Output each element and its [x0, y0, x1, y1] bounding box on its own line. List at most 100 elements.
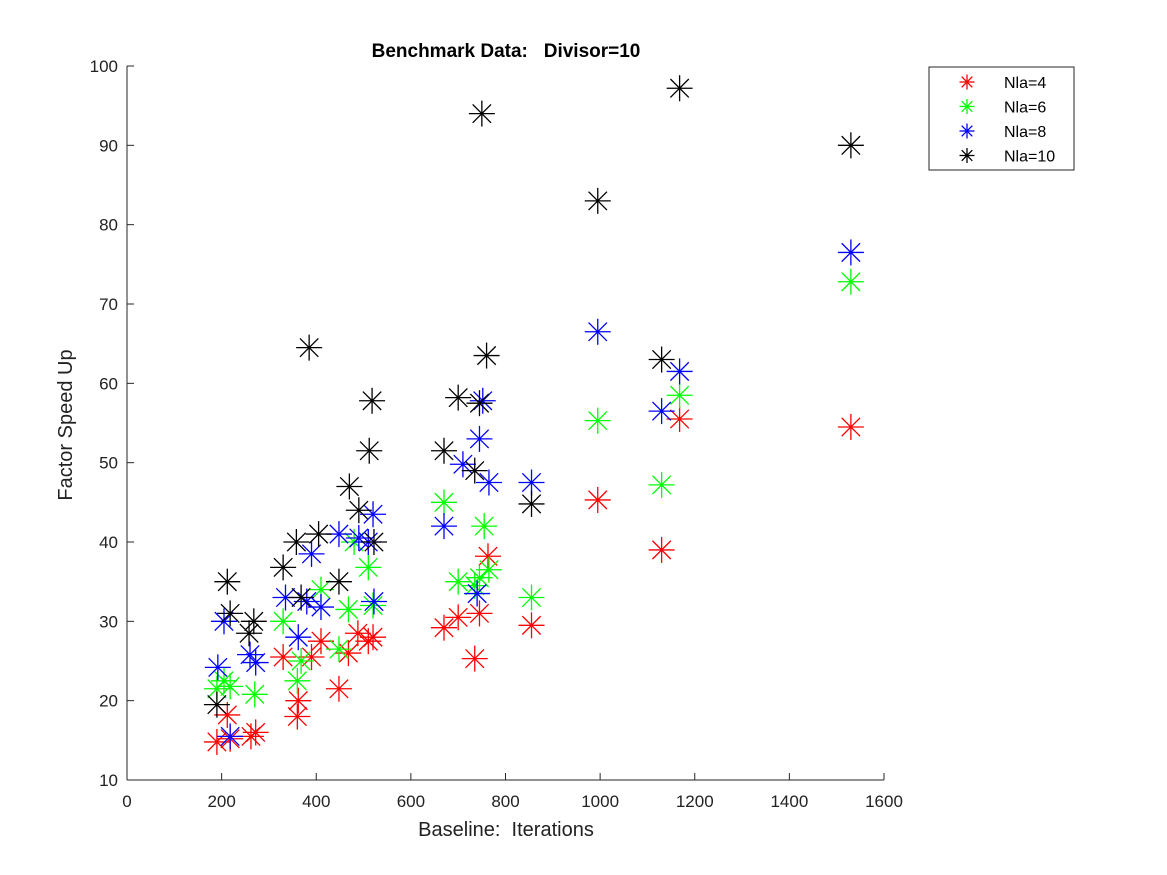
data-point	[666, 382, 693, 409]
data-point	[837, 413, 864, 440]
data-point	[469, 387, 496, 414]
series-nla-10	[203, 75, 864, 718]
data-point	[473, 342, 500, 369]
x-tick-label: 0	[122, 792, 131, 811]
data-point	[666, 406, 693, 433]
series-nla-6	[203, 268, 864, 708]
data-point	[325, 675, 352, 702]
data-point	[242, 719, 269, 746]
y-tick-label: 50	[99, 454, 118, 473]
data-point	[837, 239, 864, 266]
data-point	[335, 640, 362, 667]
y-tick-label: 80	[99, 216, 118, 235]
data-point	[237, 641, 264, 668]
data-point	[307, 594, 334, 621]
x-tick-label: 200	[207, 792, 235, 811]
data-point	[466, 600, 493, 627]
data-point	[284, 703, 311, 730]
y-tick-label: 40	[99, 533, 118, 552]
y-tick-label: 20	[99, 692, 118, 711]
data-point	[360, 624, 387, 651]
data-point	[360, 501, 387, 528]
data-point	[360, 592, 387, 619]
data-point	[445, 384, 472, 411]
legend-entry: Nla=4	[959, 74, 1046, 92]
y-axis: 10 20 30 40 50 60 70 80 90 100	[90, 57, 134, 790]
legend-label: Nla=6	[1004, 100, 1046, 117]
x-tick-label: 1400	[770, 792, 808, 811]
data-point	[464, 580, 491, 607]
data-point	[270, 554, 297, 581]
data-point	[461, 572, 488, 599]
legend-entry: Nla=10	[959, 148, 1055, 166]
data-point	[466, 390, 493, 417]
data-point	[584, 407, 611, 434]
data-point	[360, 588, 387, 615]
data-point	[240, 608, 267, 635]
data-point	[430, 437, 457, 464]
data-point	[288, 648, 315, 674]
data-point	[666, 75, 693, 102]
data-point	[305, 521, 332, 548]
data-point	[518, 584, 545, 611]
data-point	[837, 268, 864, 295]
data-point	[648, 471, 675, 498]
data-point	[270, 644, 297, 671]
legend-entry: Nla=8	[959, 123, 1046, 141]
data-point	[584, 486, 611, 513]
data-point	[475, 469, 502, 496]
data-point	[837, 132, 864, 159]
data-point	[584, 187, 611, 214]
data-point	[430, 513, 457, 540]
data-point	[355, 554, 382, 581]
data-point	[461, 457, 488, 484]
data-point	[466, 564, 493, 591]
data-point	[210, 608, 237, 635]
x-tick-label: 1000	[581, 792, 619, 811]
x-tick-label: 600	[397, 792, 425, 811]
data-point	[307, 628, 334, 655]
data-point	[296, 334, 323, 361]
legend: Nla=4 Nla=6 Nla=8 Nla=10	[928, 66, 1075, 171]
data-point	[217, 600, 244, 627]
data-point	[360, 529, 387, 555]
data-point	[468, 100, 495, 127]
data-point	[518, 612, 545, 639]
data-point	[345, 525, 372, 552]
data-point	[648, 398, 675, 425]
data-point	[325, 568, 352, 595]
data-point	[584, 318, 611, 345]
x-tick-label: 1200	[676, 792, 714, 811]
data-point	[345, 497, 372, 524]
data-point	[288, 584, 315, 611]
x-tick-label: 1600	[865, 792, 903, 811]
x-tick-label: 400	[302, 792, 330, 811]
data-point	[335, 596, 362, 623]
y-tick-label: 90	[99, 136, 118, 155]
y-tick-label: 100	[90, 57, 118, 76]
data-point	[666, 358, 693, 385]
data-point	[298, 540, 325, 567]
data-point	[325, 636, 352, 663]
data-point	[471, 513, 498, 540]
data-point	[203, 691, 230, 718]
y-tick-label: 10	[99, 771, 118, 790]
legend-marker	[959, 74, 975, 90]
data-point	[284, 667, 311, 694]
data-point	[242, 649, 269, 676]
data-point	[217, 723, 244, 750]
legend-marker	[959, 123, 975, 139]
data-point	[475, 556, 502, 583]
data-point	[356, 437, 383, 464]
y-axis-label: Factor Speed Up	[55, 349, 77, 500]
data-point	[285, 624, 312, 651]
data-point	[344, 620, 371, 647]
data-point	[214, 568, 241, 595]
data-point	[283, 529, 310, 555]
legend-label: Nla=10	[1004, 149, 1055, 166]
data-point	[445, 568, 472, 595]
data-point	[648, 536, 675, 563]
x-axis: 0 200 400 600 800 1000 1200 1400 1600	[122, 773, 903, 811]
legend-label: Nla=8	[1004, 124, 1046, 141]
